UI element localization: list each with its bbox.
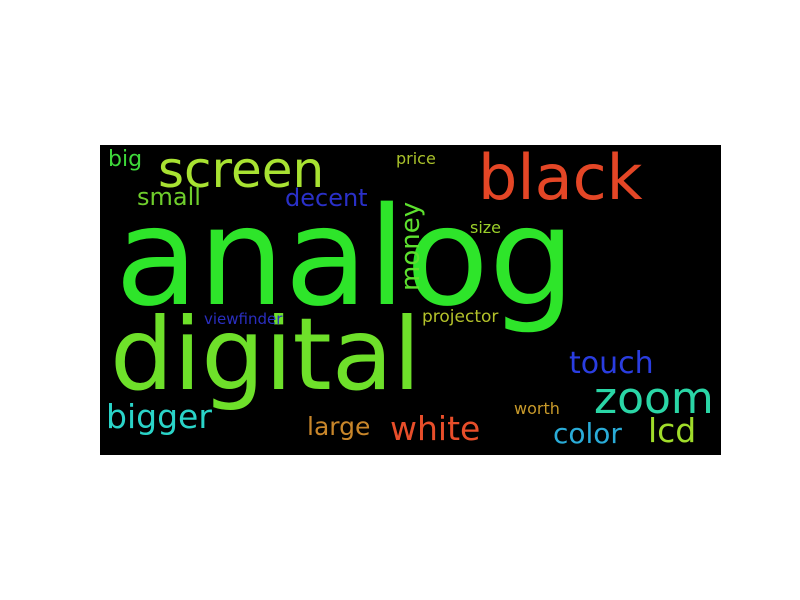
word-small: small <box>137 183 201 211</box>
word-projector: projector <box>422 307 499 327</box>
word-big: big <box>108 147 143 172</box>
word-money: money <box>396 201 426 291</box>
word-price: price <box>396 149 436 168</box>
word-bigger: bigger <box>106 397 212 436</box>
word-worth: worth <box>514 399 560 418</box>
word-black: black <box>478 145 643 214</box>
word-size: size <box>470 218 502 237</box>
word-large: large <box>307 412 371 441</box>
word-zoom: zoom <box>594 373 714 424</box>
word-viewfinder: viewfinder <box>204 310 283 328</box>
word-color: color <box>553 417 622 450</box>
word-cloud: analog digital screen black big price sm… <box>100 145 721 455</box>
word-decent: decent <box>285 184 368 212</box>
word-analog: analog <box>115 179 576 337</box>
word-white: white <box>390 409 481 448</box>
word-lcd: lcd <box>648 411 697 450</box>
word-touch: touch <box>569 346 654 381</box>
word-screen: screen <box>158 145 325 199</box>
word-digital: digital <box>110 296 421 413</box>
